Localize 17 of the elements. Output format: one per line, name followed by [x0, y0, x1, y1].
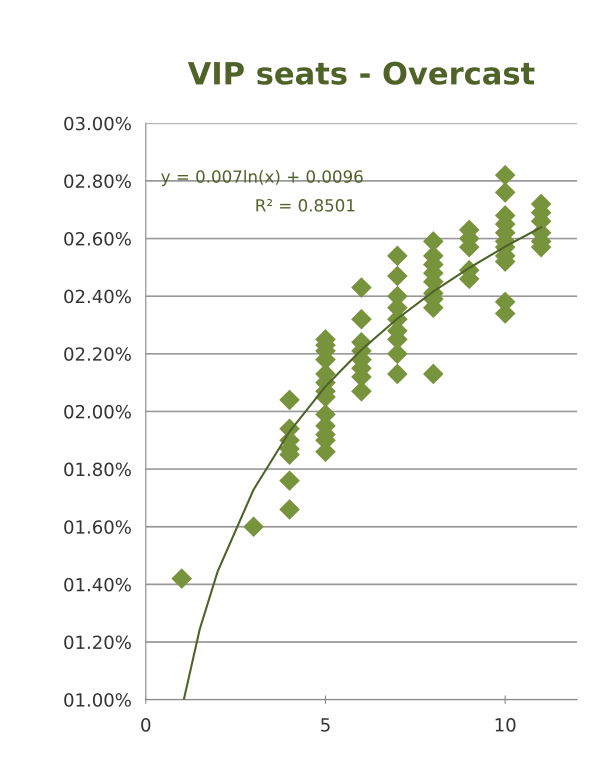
y-tick-label: 01.60%: [64, 520, 131, 534]
y-tick-label: 02.40%: [64, 290, 131, 304]
y-tick-label: 01.80%: [64, 462, 131, 476]
y-tick-label: 02.20%: [64, 347, 131, 361]
y-tick-label: 03.00%: [64, 116, 131, 130]
y-tick-label: 01.40%: [64, 578, 131, 592]
annotation: R² = 0.8501: [256, 199, 354, 212]
y-tick-label: 01.00%: [64, 693, 131, 707]
x-tick-label: 5: [321, 718, 330, 732]
y-tick-label: 02.60%: [64, 232, 131, 246]
y-tick-label: 01.20%: [64, 635, 131, 650]
annotation: y = 0.007ln(x) + 0.0096: [161, 170, 363, 186]
chart-title: VIP seats - Overcast: [188, 62, 534, 85]
y-tick-label: 02.00%: [64, 404, 131, 419]
x-tick-label: 10: [496, 718, 516, 732]
x-tick-label: 0: [141, 718, 150, 732]
y-tick-label: 02.80%: [64, 174, 131, 188]
